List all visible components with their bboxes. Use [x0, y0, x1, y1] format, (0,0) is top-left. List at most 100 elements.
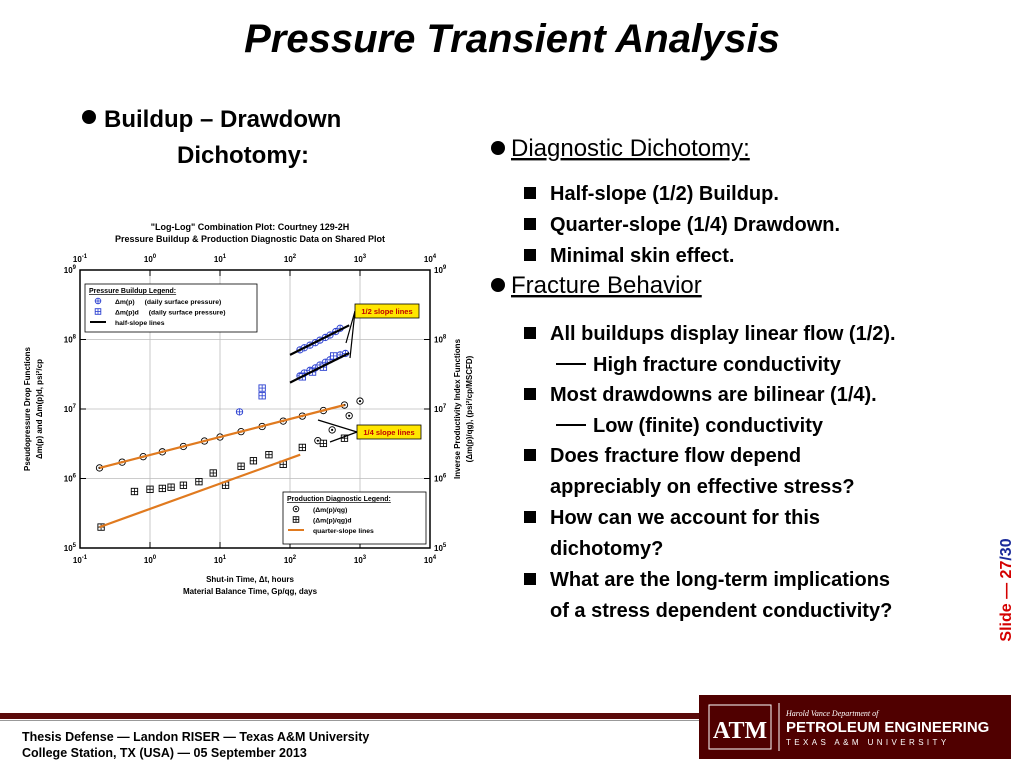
tick-base: 10: [284, 255, 293, 264]
footer-text: College Station, TX (USA) — 05 September…: [22, 746, 307, 760]
y-axis-label: Pseudopressure Drop Functions: [23, 346, 32, 471]
data-point: [329, 352, 338, 360]
sub-item-text: Low (finite) conductivity: [593, 415, 824, 437]
annotation-arrow: [345, 310, 356, 344]
tick-label: 101: [214, 254, 227, 264]
data-point: [265, 451, 273, 459]
tick-exponent: 9: [443, 265, 447, 271]
slide-divider: /: [998, 556, 1015, 561]
tick-exponent: 0: [153, 555, 157, 561]
annotation-box: [354, 303, 420, 319]
chart-title: "Log-Log" Combination Plot: Courtney 129…: [151, 222, 350, 232]
tick-label: 105: [434, 543, 447, 553]
legend-entry: quarter-slope lines: [313, 528, 374, 535]
annotation-text: 1/2 slope lines: [361, 307, 412, 316]
bullet: [491, 278, 505, 292]
tick-base: 10: [214, 556, 223, 565]
y-axis-label: Δm(p) and Δm(p)d, psi²/cp: [35, 359, 44, 459]
tick-exponent: 2: [293, 555, 297, 561]
item-text: appreciably on effective stress?: [550, 476, 855, 498]
data-point: [237, 462, 245, 470]
data-point: [258, 392, 266, 400]
bullet: [491, 141, 505, 155]
legend-name: Δm(p)d: [115, 310, 139, 317]
tick-base: 10: [214, 255, 223, 264]
tick-label: 101: [214, 555, 227, 565]
tick-base: 10: [64, 544, 73, 553]
tick-label: 100: [144, 254, 157, 264]
tick-exponent: 3: [363, 254, 367, 260]
logo-mark-frame: [708, 704, 772, 750]
section-heading: Diagnostic Dichotomy:: [511, 135, 750, 162]
tick-base: 10: [354, 255, 363, 264]
data-point: [356, 397, 364, 405]
legend-name: quarter-slope lines: [313, 528, 374, 535]
tick-label: 10-1: [73, 555, 88, 565]
data-point: [258, 384, 266, 392]
tick-base: 10: [284, 556, 293, 565]
logo-university: TEXAS A&M UNIVERSITY: [786, 738, 950, 747]
tick-base: 10: [434, 544, 443, 553]
plot-frame: [79, 269, 431, 549]
data-point: [146, 485, 154, 493]
annotation-arrow: [317, 419, 358, 433]
tick-label: 100: [144, 555, 157, 565]
tick-label: 104: [424, 555, 437, 565]
square-bullet: [524, 249, 536, 261]
annotation-text: 1/4 slope lines: [363, 428, 414, 437]
legend-entry: half-slope lines: [115, 320, 165, 327]
item-text: of a stress dependent conductivity?: [550, 600, 892, 622]
tick-exponent: 2: [293, 254, 297, 260]
marker-shape: [348, 414, 351, 417]
tick-base: 10: [64, 336, 73, 345]
square-bullet: [524, 218, 536, 230]
data-point: [195, 478, 203, 486]
bullet-list: Diagnostic Dichotomy: Half-slope (1/2) Bu…: [491, 135, 896, 622]
square-bullet: [524, 388, 536, 400]
data-point: [345, 412, 353, 420]
tick-label: 106: [434, 474, 447, 484]
tick-label: 107: [64, 404, 77, 414]
tick-label: 103: [354, 555, 367, 565]
tick-exponent: 5: [443, 543, 447, 549]
footer-text: Thesis Defense — Landon RISER — Texas A&…: [22, 730, 369, 744]
x-axis-label: Material Balance Time, Gp/qg, days: [183, 587, 318, 596]
x-axis-label: Shut-in Time, Δt, hours: [206, 575, 294, 584]
data-point: [158, 484, 166, 493]
legend-name: (Δm(p)/qg)d: [313, 518, 351, 525]
chart: "Log-Log" Combination Plot: Courtney 129…: [23, 222, 474, 596]
tick-base: 10: [73, 255, 82, 264]
square-bullet: [524, 449, 536, 461]
tick-exponent: 7: [73, 404, 77, 410]
data-point: [235, 408, 244, 416]
data-point: [249, 457, 258, 465]
data-point: [167, 483, 175, 491]
legend-name: half-slope lines: [115, 320, 165, 327]
data-point: [130, 487, 139, 496]
annotation-box: [356, 424, 422, 440]
slide-number: Slide — 27/30: [998, 538, 1015, 641]
trend-line: [289, 324, 350, 384]
bullet: [82, 110, 96, 124]
tick-exponent: 9: [73, 265, 77, 271]
square-bullet: [524, 187, 536, 199]
tick-label: 10-1: [73, 254, 88, 264]
logo-name: PETROLEUM ENGINEERING: [786, 719, 989, 736]
item-text: How can we account for this: [550, 507, 820, 529]
item-text: Minimal skin effect.: [550, 245, 735, 267]
item-text: What are the long-term implications: [550, 569, 890, 591]
square-bullet: [524, 573, 536, 585]
tick-exponent: 4: [433, 254, 437, 260]
trend-line: [99, 403, 345, 529]
tick-exponent: 8: [443, 335, 447, 341]
tick-exponent: 6: [73, 474, 77, 480]
tick-label: 105: [64, 543, 77, 553]
marker-shape: [331, 428, 334, 432]
legend-name: (Δm(p)/qg): [313, 507, 347, 514]
logo-dept: Harold Vance Department of: [785, 709, 880, 718]
marker-shape: [316, 439, 319, 442]
item-text: dichotomy?: [550, 538, 663, 560]
tick-exponent: 8: [73, 335, 77, 341]
